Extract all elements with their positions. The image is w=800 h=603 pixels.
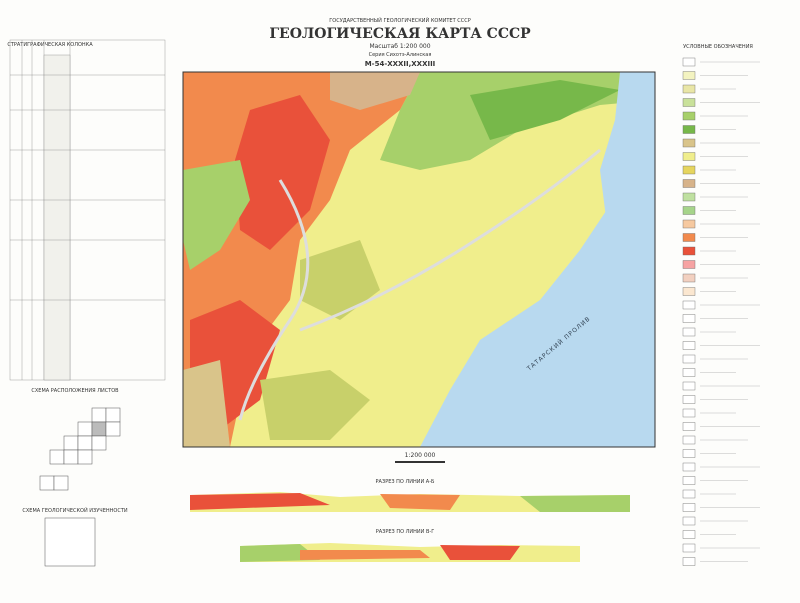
legend-swatch bbox=[682, 354, 696, 364]
legend-swatch bbox=[682, 449, 696, 458]
legend-swatch bbox=[682, 219, 696, 229]
strat-title: СТРАТИГРАФИЧЕСКАЯ КОЛОНКА bbox=[7, 42, 93, 48]
legend-swatch bbox=[682, 503, 696, 512]
legend-swatch bbox=[682, 530, 696, 539]
legend-swatch bbox=[682, 206, 696, 215]
legend-swatch bbox=[682, 408, 696, 418]
section-2-title: РАЗРЕЗ ПО ЛИНИИ В-Г bbox=[376, 529, 435, 535]
scheme-study-title: СХЕМА ГЕОЛОГИЧЕСКОЙ ИЗУЧЕННОСТИ bbox=[22, 507, 128, 514]
legend-swatch bbox=[682, 71, 696, 80]
map-scale: 1:200 000 bbox=[405, 452, 436, 459]
legend-swatch bbox=[682, 557, 696, 566]
legend-swatch bbox=[682, 152, 696, 161]
series: Серия Сихотэ-Алинская bbox=[369, 52, 432, 58]
study-scheme bbox=[44, 517, 96, 567]
legend-swatch bbox=[682, 422, 696, 431]
legend-swatch bbox=[682, 368, 696, 377]
legend-swatch bbox=[682, 489, 696, 499]
section-1 bbox=[190, 492, 630, 512]
legend-swatch bbox=[682, 395, 696, 404]
legend-swatch bbox=[682, 543, 696, 553]
legend-swatch bbox=[682, 273, 696, 283]
strat-column bbox=[9, 39, 166, 381]
legend-swatch bbox=[682, 476, 696, 485]
legend-swatch bbox=[682, 300, 696, 310]
legend-swatch bbox=[682, 192, 696, 202]
legend-swatch bbox=[682, 462, 696, 472]
legend-swatch bbox=[682, 57, 696, 67]
title: ГЕОЛОГИЧЕСКАЯ КАРТА СССР bbox=[269, 26, 531, 42]
legend-swatch bbox=[682, 314, 696, 323]
scale-bar bbox=[395, 461, 445, 463]
map: ТАТАРСКИЙ ПРОЛИВ bbox=[182, 71, 656, 448]
section-2 bbox=[240, 543, 580, 562]
sheet: М-54-XXXII,XXXIII bbox=[365, 60, 436, 68]
legend-swatch bbox=[682, 381, 696, 391]
legend-swatch bbox=[682, 435, 696, 445]
scheme-sheets-title: СХЕМА РАСПОЛОЖЕНИЯ ЛИСТОВ bbox=[31, 388, 119, 394]
legend-swatch bbox=[682, 98, 696, 107]
legend-swatch bbox=[682, 111, 696, 121]
committee: ГОСУДАРСТВЕННЫЙ ГЕОЛОГИЧЕСКИЙ КОМИТЕТ СС… bbox=[329, 17, 470, 24]
sheet-index bbox=[39, 407, 121, 491]
legend-swatch bbox=[682, 246, 696, 256]
legend-swatch bbox=[682, 138, 696, 148]
legend-swatch bbox=[682, 165, 696, 175]
scale: Масштаб 1:200 000 bbox=[369, 43, 430, 50]
legend-swatch bbox=[682, 233, 696, 242]
legend-swatch bbox=[682, 327, 696, 337]
section-1-title: РАЗРЕЗ ПО ЛИНИИ А-Б bbox=[376, 479, 435, 485]
legend-swatch bbox=[682, 341, 696, 350]
legend-swatch bbox=[682, 260, 696, 269]
legend-title: УСЛОВНЫЕ ОБОЗНАЧЕНИЯ bbox=[683, 44, 753, 50]
legend-swatch bbox=[682, 516, 696, 526]
legend-swatch bbox=[682, 125, 696, 134]
legend-swatch bbox=[682, 84, 696, 94]
legend-swatch bbox=[682, 287, 696, 296]
legend-swatch bbox=[682, 179, 696, 188]
legend bbox=[682, 57, 760, 566]
